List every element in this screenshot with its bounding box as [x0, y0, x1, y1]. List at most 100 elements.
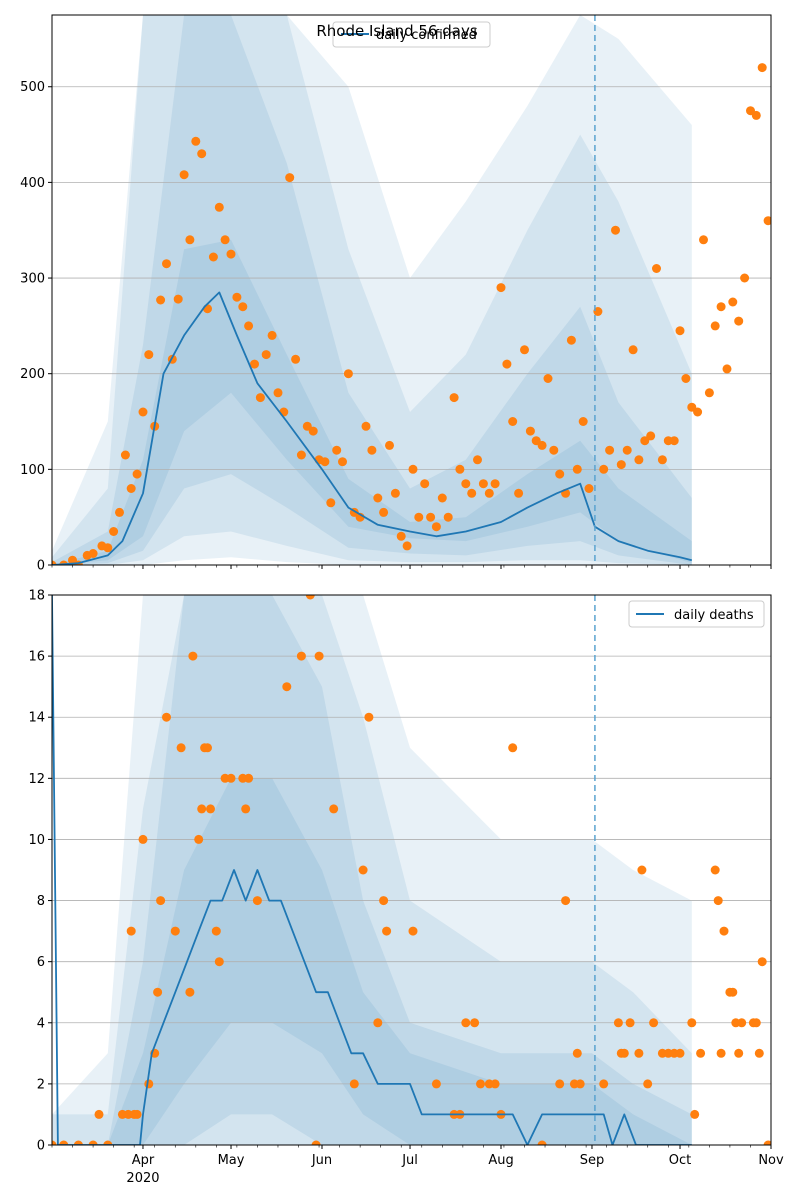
observed-point — [719, 926, 729, 936]
observed-point — [473, 455, 482, 465]
observed-point — [320, 457, 330, 467]
observed-point — [605, 445, 615, 455]
observed-point — [754, 1048, 764, 1058]
observed-point — [508, 743, 518, 753]
observed-point — [728, 297, 738, 307]
observed-point — [191, 136, 201, 146]
observed-point — [757, 63, 767, 73]
axes-frame — [51, 14, 772, 566]
observed-point — [226, 249, 236, 259]
deaths-legend-label: daily deaths — [674, 608, 754, 623]
chart-title: Rhode Island 56 days — [316, 22, 477, 40]
observed-point — [73, 1140, 83, 1145]
observed-point — [226, 773, 236, 783]
observed-point — [722, 364, 732, 374]
observed-point — [170, 926, 180, 936]
observed-point — [716, 302, 726, 312]
observed-point — [431, 1079, 441, 1089]
observed-point — [408, 464, 418, 474]
observed-point — [279, 407, 289, 417]
observed-point — [332, 445, 342, 455]
observed-point — [109, 527, 119, 536]
observed-point — [763, 216, 771, 226]
observed-point — [751, 110, 761, 120]
observed-point — [252, 896, 262, 906]
y-tick-label: 6 — [37, 955, 45, 970]
observed-point — [314, 651, 324, 661]
observed-point — [361, 421, 371, 431]
observed-point — [179, 170, 189, 180]
observed-point — [385, 440, 394, 450]
observed-point — [162, 712, 171, 722]
observed-point — [390, 488, 400, 498]
uncertainty-band — [52, 595, 692, 1145]
x-tick-label: Aug — [488, 1153, 513, 1168]
observed-point — [358, 865, 368, 875]
confirmed-uncertainty-bands — [52, 15, 692, 565]
y-tick-label: 18 — [28, 589, 45, 604]
deaths-axes-frame — [51, 594, 772, 1146]
observed-point — [206, 804, 215, 814]
deaths-legend-box — [628, 600, 765, 628]
uncertainty-band — [52, 595, 692, 1145]
confirmed-legend: daily confirmed — [332, 21, 491, 48]
observed-point — [681, 374, 691, 383]
y-tick-label: 0 — [37, 1139, 45, 1154]
observed-point — [408, 926, 418, 936]
x-tick-label: Oct — [669, 1153, 691, 1168]
confirmed-legend-label: daily confirmed — [376, 28, 477, 43]
y-tick-label: 12 — [28, 772, 45, 787]
observed-point — [244, 773, 254, 783]
observed-point — [757, 957, 767, 967]
observed-point — [373, 493, 383, 503]
observed-point — [537, 440, 547, 450]
observed-point — [646, 431, 656, 441]
observed-point — [584, 484, 594, 493]
observed-point — [619, 1048, 629, 1058]
observed-point — [687, 1018, 697, 1028]
observed-point — [508, 417, 518, 426]
uncertainty-band — [52, 239, 692, 565]
x-tick-year-label: 2020 — [126, 1171, 159, 1186]
observed-point — [572, 1048, 582, 1058]
observed-point — [478, 479, 488, 489]
observed-point — [566, 335, 576, 345]
observed-point — [634, 455, 644, 465]
observed-point — [543, 374, 553, 383]
observed-point — [572, 464, 582, 474]
observed-point — [649, 1018, 659, 1028]
observed-point — [490, 479, 500, 489]
y-tick-label: 100 — [20, 463, 45, 478]
observed-point — [282, 682, 292, 692]
observed-point — [502, 359, 512, 369]
observed-point — [625, 1018, 635, 1028]
observed-point — [126, 926, 136, 936]
observed-point — [599, 464, 609, 474]
confirmed-observed-points — [52, 63, 771, 565]
observed-point — [261, 350, 271, 360]
x-tick-label: Sep — [580, 1153, 605, 1168]
observed-point — [461, 1018, 471, 1028]
observed-point — [156, 295, 166, 305]
observed-point — [484, 488, 494, 498]
model-series-line — [52, 291, 693, 565]
observed-point — [185, 987, 195, 997]
observed-point — [675, 326, 685, 336]
deaths-legend: daily deaths — [628, 600, 765, 628]
observed-point — [751, 1018, 761, 1028]
observed-point — [379, 507, 389, 517]
observed-point — [255, 393, 265, 403]
observed-point — [704, 388, 714, 398]
observed-point — [156, 896, 166, 906]
observed-point — [138, 834, 148, 844]
y-tick-label: 2 — [37, 1077, 45, 1092]
observed-point — [476, 1079, 485, 1089]
observed-point — [431, 522, 441, 532]
observed-point — [214, 202, 224, 212]
observed-point — [194, 834, 204, 844]
observed-point — [132, 1109, 142, 1119]
observed-point — [285, 173, 295, 183]
observed-point — [103, 1140, 113, 1145]
x-tick-label: May — [218, 1153, 245, 1168]
y-tick-label: 10 — [28, 833, 45, 848]
